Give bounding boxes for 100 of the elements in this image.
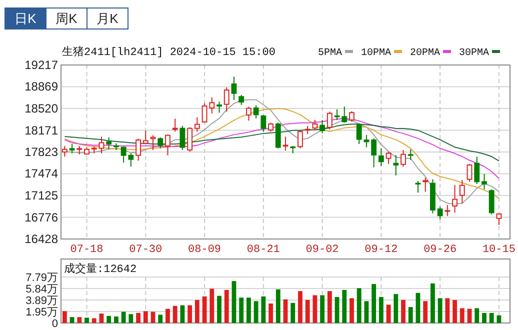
bar — [312, 295, 318, 323]
candlestick — [260, 114, 266, 132]
candlestick — [202, 102, 208, 124]
x-tick-label: 10-15 — [482, 244, 516, 256]
candlestick — [224, 86, 230, 112]
bar — [394, 294, 398, 323]
bar — [77, 317, 82, 323]
bar — [298, 291, 302, 323]
bar — [158, 314, 163, 323]
bar — [438, 298, 442, 323]
legend-label: 5PMA — [318, 48, 342, 59]
y-tick-label: 7.79万 — [26, 272, 58, 284]
bar — [143, 311, 148, 323]
bar — [276, 289, 280, 323]
y-tick-label: 17125 — [24, 188, 58, 203]
bar — [180, 305, 185, 323]
bar — [254, 301, 258, 323]
bar — [224, 290, 229, 323]
bar — [210, 288, 214, 323]
bar — [99, 314, 104, 323]
bar — [423, 301, 428, 323]
chart-title: 成交量:12642 — [64, 262, 137, 276]
x-tick-label: 09-12 — [364, 244, 398, 256]
candlestick — [158, 136, 164, 149]
candlestick — [69, 143, 75, 154]
y-tick-label: 18869 — [24, 80, 58, 94]
candlestick — [298, 130, 303, 149]
bar — [305, 300, 310, 323]
candlestick — [488, 188, 494, 215]
bar — [106, 316, 112, 323]
bar — [416, 292, 420, 323]
legend-label: 30PMA — [459, 48, 490, 59]
x-tick-label: 07-30 — [129, 244, 162, 256]
bar — [342, 290, 347, 323]
text: 周K — [56, 11, 78, 26]
candlestick — [334, 108, 340, 120]
bar — [408, 307, 413, 323]
bar — [246, 298, 251, 323]
candlestick — [474, 156, 480, 184]
candlestick — [238, 94, 244, 106]
candlestick — [194, 116, 200, 132]
text: 日K — [14, 11, 37, 26]
bar — [268, 304, 273, 323]
candlestick — [216, 101, 222, 114]
bar — [166, 308, 170, 323]
candlestick — [452, 184, 458, 214]
x-tick-label: 09-02 — [306, 244, 339, 256]
candlestick — [172, 118, 178, 132]
y-tick-label: 18520 — [24, 101, 58, 116]
candlestick — [349, 110, 354, 122]
candlestick — [422, 177, 428, 192]
candlestick — [246, 106, 252, 122]
legend-label: 20PMA — [410, 48, 440, 59]
candlestick — [165, 134, 170, 156]
candlestick — [275, 122, 281, 149]
candlestick — [282, 136, 288, 152]
y-tick-label: 18171 — [24, 123, 58, 138]
candlestick — [106, 136, 112, 150]
bar — [350, 298, 354, 323]
bar — [128, 314, 134, 323]
bar — [364, 301, 369, 323]
candlestick — [98, 136, 104, 154]
bar — [401, 300, 406, 323]
x-tick-label: 07-18 — [70, 244, 104, 256]
legend-label: 10PMA — [361, 48, 392, 59]
y-tick-label: 5.84万 — [26, 284, 58, 296]
y-tick-label: 0 — [52, 318, 58, 330]
bar — [121, 312, 126, 323]
candlestick — [253, 104, 259, 119]
candlestick — [444, 204, 450, 216]
bar — [217, 296, 222, 323]
bar — [84, 318, 89, 323]
candlestick — [136, 138, 141, 162]
bar — [70, 317, 74, 323]
bar — [136, 312, 140, 323]
bar — [386, 304, 391, 323]
candlestick — [482, 173, 487, 190]
candlestick — [378, 148, 384, 167]
text: 月K — [96, 11, 119, 26]
bar — [489, 312, 494, 323]
y-tick-label: 3.89万 — [26, 295, 58, 308]
candlestick — [142, 130, 148, 144]
x-tick-label: 09-26 — [424, 244, 457, 256]
bar — [114, 316, 118, 323]
candlestick — [231, 76, 237, 100]
candlestick — [364, 134, 370, 148]
x-tick-label: 08-09 — [188, 244, 222, 256]
candlestick — [209, 96, 215, 114]
bar — [232, 281, 236, 323]
bar — [430, 283, 435, 323]
bar — [320, 295, 325, 323]
bar — [283, 299, 288, 323]
bar — [356, 288, 362, 323]
bar — [467, 308, 472, 323]
candlestick — [371, 138, 377, 168]
candlestick — [393, 154, 399, 176]
y-tick-label: 17823 — [24, 144, 58, 159]
bar — [327, 291, 332, 323]
y-tick-label: 16428 — [24, 232, 58, 246]
bar — [445, 298, 450, 323]
